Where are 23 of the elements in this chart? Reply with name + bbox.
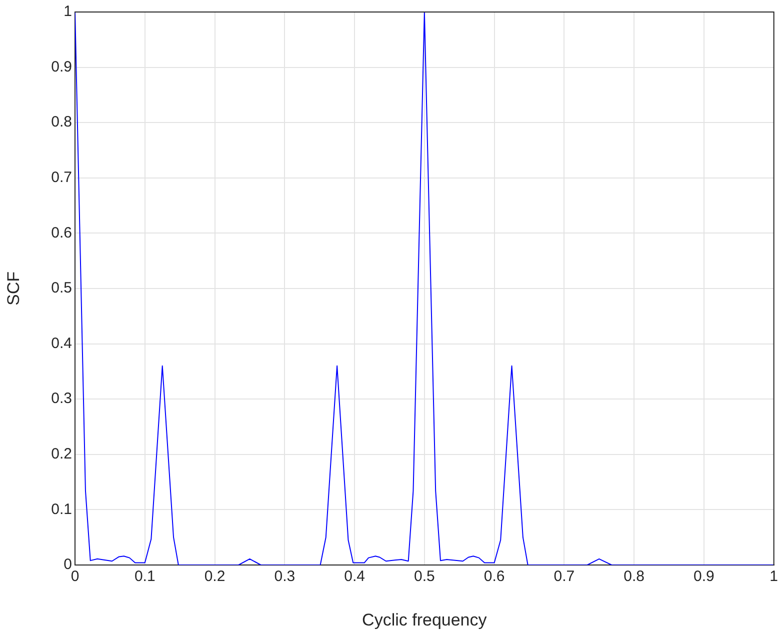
y-tick-label: 0.9 <box>51 58 72 76</box>
y-tick-label: 0.5 <box>51 280 72 297</box>
x-tick-label: 0.2 <box>204 568 226 586</box>
y-tick-label: 0.2 <box>51 446 72 463</box>
y-tick-label: 0.3 <box>51 390 72 408</box>
y-tick-label: 0.8 <box>51 114 72 131</box>
x-axis-title: Cyclic frequency <box>362 610 488 630</box>
y-axis-title: SCF <box>4 272 23 306</box>
y-tick-label: 0 <box>64 556 72 574</box>
y-tick-label: 0.7 <box>51 169 72 186</box>
x-tick-label: 1 <box>770 568 778 586</box>
y-tick-label: 0.1 <box>51 500 72 518</box>
x-tick-label: 0.9 <box>694 568 714 586</box>
x-tick-label: 0.5 <box>414 568 435 586</box>
x-tick-label: 0.6 <box>484 568 505 586</box>
y-tick-label: 0.6 <box>51 224 72 242</box>
x-tick-label: 0.7 <box>554 568 575 586</box>
x-tick-label: 0.4 <box>344 568 365 586</box>
x-tick-label: 0.3 <box>274 568 296 586</box>
x-tick-label: 0.8 <box>624 568 644 586</box>
x-tick-label: 0.1 <box>134 568 156 586</box>
y-tick-label: 0.4 <box>51 334 72 352</box>
y-tick-label: 1 <box>64 3 72 20</box>
